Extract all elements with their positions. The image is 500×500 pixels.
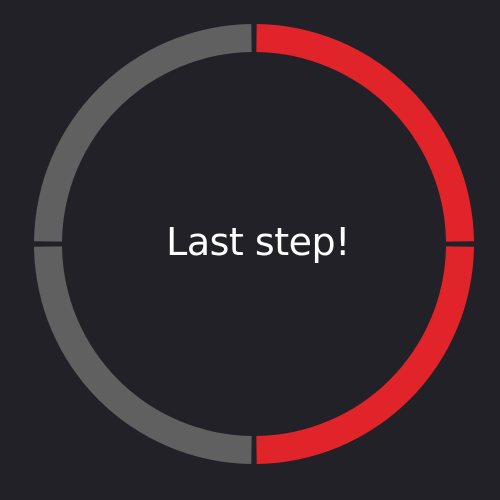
remaining-step-segment xyxy=(34,24,252,242)
progress-label: Last step! xyxy=(166,220,350,264)
completed-step-segment xyxy=(256,246,474,464)
remaining-step-segment xyxy=(34,246,252,464)
completed-step-segment xyxy=(256,24,474,242)
